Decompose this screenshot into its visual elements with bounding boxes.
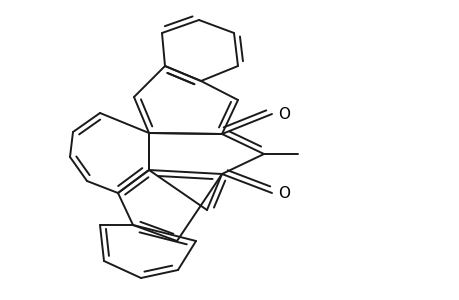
Text: O: O: [277, 106, 289, 122]
Text: O: O: [277, 185, 289, 200]
